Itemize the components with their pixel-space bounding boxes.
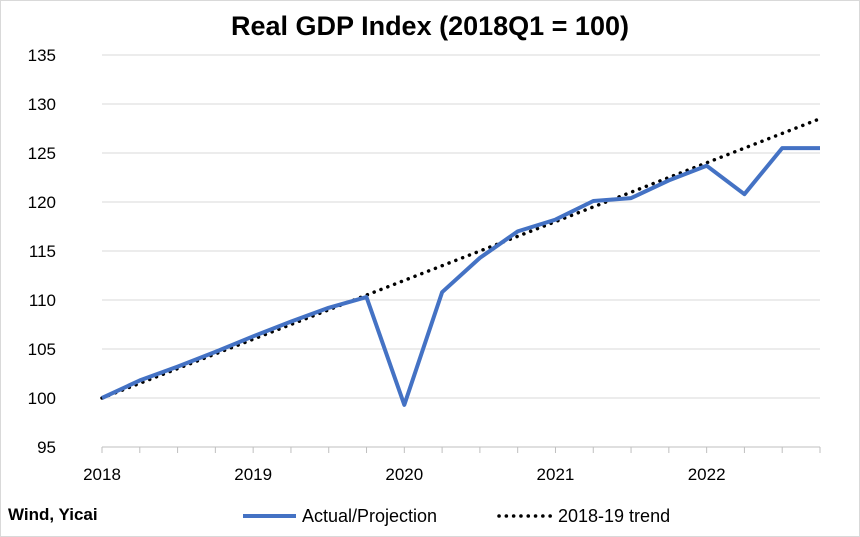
y-tick-label: 115 (29, 242, 56, 261)
y-tick-label: 125 (28, 144, 56, 163)
y-tick-label: 135 (28, 46, 56, 65)
series-line-trend (100, 116, 822, 400)
chart-title: Real GDP Index (2018Q1 = 100) (231, 11, 629, 41)
x-tick-label: 2022 (688, 465, 726, 484)
y-tick-label: 100 (28, 389, 56, 408)
y-tick-label: 120 (28, 193, 56, 212)
y-tick-label: 95 (37, 438, 56, 457)
x-tick-label: 2018 (83, 465, 121, 484)
series-line-actual (101, 146, 820, 407)
legend-label-actual: Actual/Projection (302, 506, 437, 526)
axes: 95 100 105 110 115 120 125 130 135 2018 2019 2020 20… (28, 46, 821, 484)
gridlines (102, 54, 820, 399)
y-tick-label: 105 (28, 340, 56, 359)
y-tick-label: 110 (29, 291, 56, 310)
source-note: Wind, Yicai (8, 505, 98, 524)
x-tick-label: 2019 (234, 465, 272, 484)
y-tick-label: 130 (28, 95, 56, 114)
x-tick-label: 2020 (385, 465, 423, 484)
series-lines (100, 116, 822, 407)
legend: Actual/Projection 2018-19 trend (243, 506, 670, 526)
legend-label-trend: 2018-19 trend (558, 506, 670, 526)
x-tick-label: 2021 (537, 465, 575, 484)
